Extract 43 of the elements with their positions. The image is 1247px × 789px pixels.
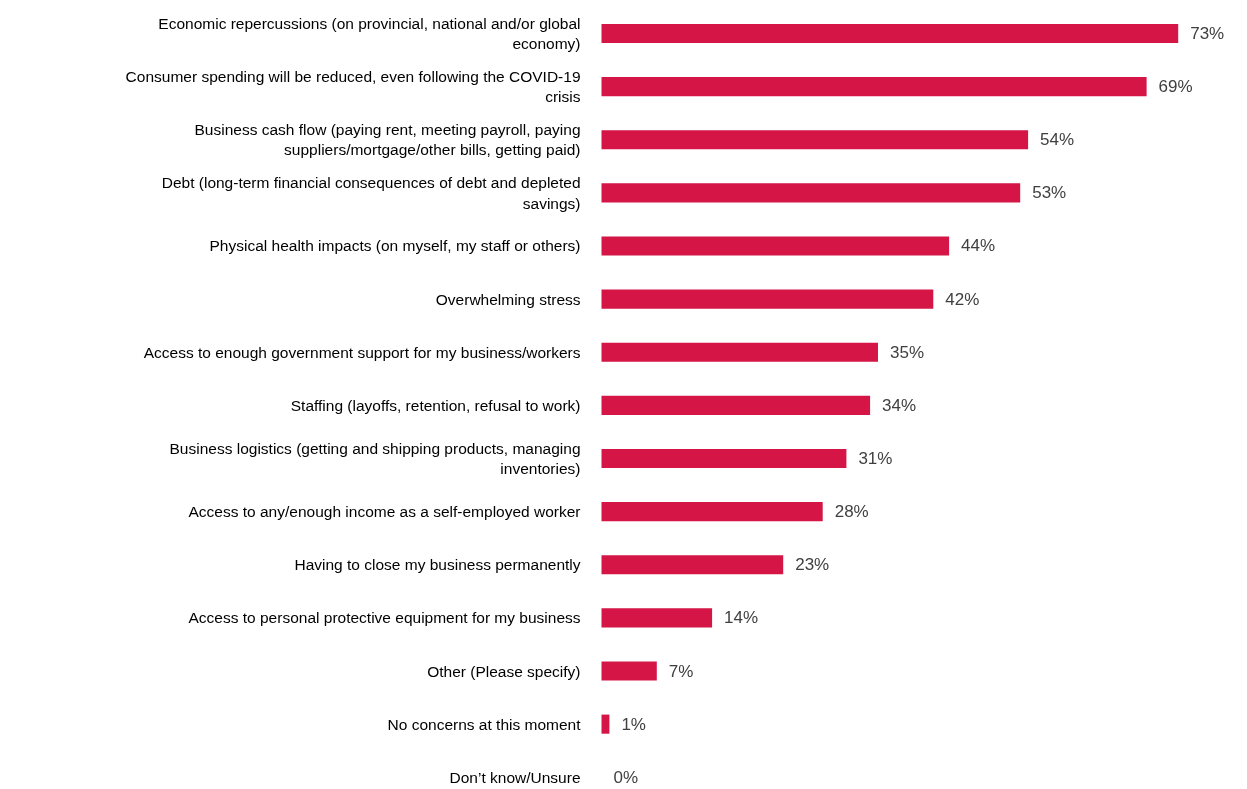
y-tick-label: Business logistics (getting and shipping products, managing inventories) xyxy=(169,439,581,478)
bar xyxy=(601,448,847,469)
data-label: 54% xyxy=(1040,130,1075,150)
bar xyxy=(601,661,657,681)
data-label: 31% xyxy=(858,448,893,468)
y-tick-label: Business cash flow (paying rent, meeting payroll, paying suppliers/mortgage/other bills, getting paid) xyxy=(194,121,581,159)
bar xyxy=(601,183,1021,203)
y-tick-label: Physical health impacts (on myself, my staff or others) xyxy=(209,237,581,255)
bar xyxy=(601,555,784,575)
y-tick-label: No concerns at this moment xyxy=(387,715,582,733)
y-tick-label: Access to any/enough income as a self-employed worker xyxy=(188,503,581,521)
data-label: 28% xyxy=(834,502,869,522)
bar xyxy=(601,502,823,522)
y-tick-label: Having to close my business permanently xyxy=(294,556,581,574)
bar xyxy=(601,395,871,415)
data-label: 23% xyxy=(795,555,830,575)
y-tick-label: Other (Please specify) xyxy=(427,662,581,680)
y-tick-label: Access to enough government support for my business/workers xyxy=(143,343,581,361)
data-label: 69% xyxy=(1158,77,1193,97)
data-label: 42% xyxy=(945,289,980,309)
data-label: 34% xyxy=(882,395,917,415)
data-label: 53% xyxy=(1032,183,1067,203)
data-label: 44% xyxy=(961,236,996,256)
bar xyxy=(601,289,934,309)
bar xyxy=(601,236,950,256)
data-label: 35% xyxy=(890,342,925,362)
data-label: 73% xyxy=(1190,23,1225,43)
y-tick-label: Economic repercussions (on provincial, national and/or global economy) xyxy=(158,14,581,53)
y-tick-label: Don’t know/Unsure xyxy=(449,768,581,786)
y-tick-label: Overwhelming stress xyxy=(435,290,581,308)
data-label: 14% xyxy=(724,608,759,628)
bar xyxy=(601,608,713,628)
bar xyxy=(601,130,1029,150)
y-tick-label: Access to personal protective equipment for my business xyxy=(188,609,581,627)
data-label: 0% xyxy=(613,767,639,787)
y-tick-label: Debt (long-term financial consequences of debt and depleted savings) xyxy=(161,174,581,212)
bar xyxy=(601,23,1179,44)
bar xyxy=(601,342,878,362)
y-tick-label: Consumer spending will be reduced, even following the COVID-19 crisis xyxy=(125,67,581,106)
data-label: 7% xyxy=(668,661,694,681)
data-label: 1% xyxy=(621,714,646,734)
y-tick-label: Staffing (layoffs, retention, refusal to work) xyxy=(290,396,581,414)
bar xyxy=(601,77,1147,97)
